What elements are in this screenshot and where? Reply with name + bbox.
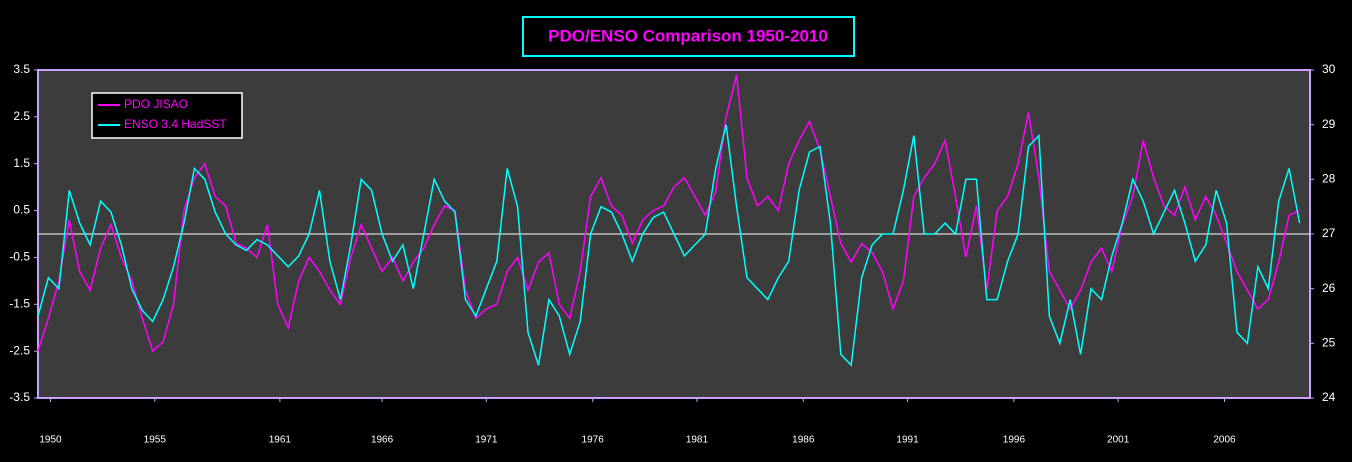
y2-tick-label: 27 (1322, 226, 1336, 240)
y-tick-label: 2.5 (13, 109, 30, 123)
y2-tick-label: 26 (1322, 281, 1336, 295)
y-tick-label: -3.5 (9, 390, 30, 404)
x-tick-label: 1981 (686, 435, 709, 446)
legend-label: ENSO 3.4 HadSST (124, 117, 227, 131)
y2-tick-label: 25 (1322, 336, 1336, 350)
y2-tick-label: 28 (1322, 172, 1336, 186)
y2-tick-label: 29 (1322, 117, 1336, 131)
y-tick-label: -1.5 (9, 296, 30, 310)
x-tick-label: 2006 (1213, 435, 1236, 446)
legend-box (91, 92, 243, 139)
x-tick-label: 1991 (896, 435, 919, 446)
y-tick-label: 3.5 (13, 62, 30, 76)
title-box (522, 16, 855, 57)
x-tick-label: 1986 (792, 435, 815, 446)
x-tick-label: 1976 (582, 435, 605, 446)
x-tick-label: 1971 (475, 435, 498, 446)
y-tick-label: -0.5 (9, 250, 30, 264)
x-tick-label: 1961 (269, 435, 292, 446)
chart-title: PDO/ENSO Comparison 1950-2010 (548, 26, 828, 45)
legend-label: PDO JISAO (124, 97, 188, 111)
x-tick-label: 1996 (1003, 435, 1026, 446)
y-tick-label: -2.5 (9, 343, 30, 357)
y2-tick-label: 24 (1322, 390, 1336, 404)
y2-tick-label: 30 (1322, 62, 1336, 76)
y-tick-label: 1.5 (13, 156, 30, 170)
y-tick-label: 0.5 (13, 203, 30, 217)
series-line (37, 124, 1301, 367)
x-tick-label: 1950 (39, 435, 62, 446)
x-tick-label: 1955 (144, 435, 167, 446)
x-tick-label: 1966 (371, 435, 394, 446)
x-tick-label: 2001 (1107, 435, 1130, 446)
